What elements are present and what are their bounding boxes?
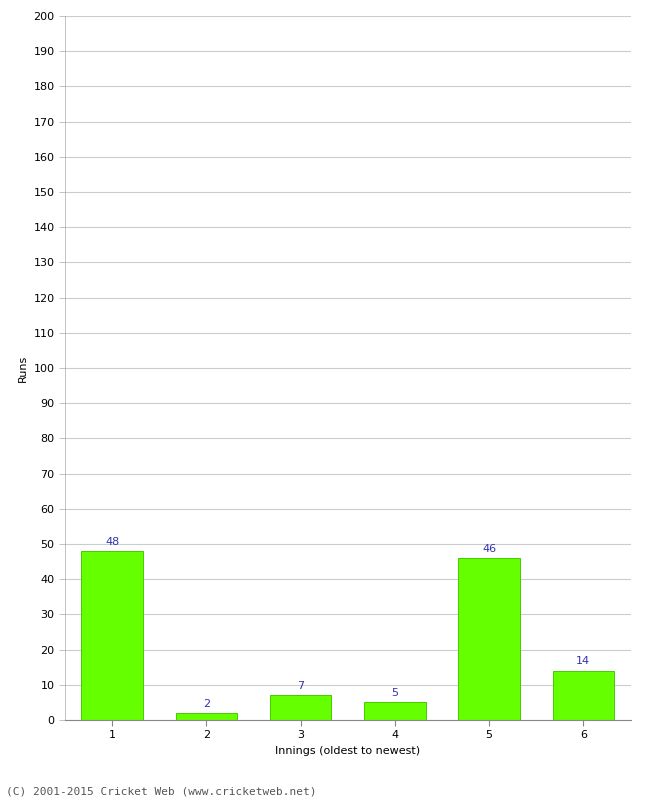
X-axis label: Innings (oldest to newest): Innings (oldest to newest) [275,746,421,756]
Bar [552,670,614,720]
Text: 2: 2 [203,698,210,709]
Text: 46: 46 [482,544,496,554]
Bar [458,558,520,720]
Bar [176,713,237,720]
Bar [270,695,332,720]
Bar [364,702,426,720]
Text: 7: 7 [297,681,304,691]
Text: 14: 14 [577,657,590,666]
Text: 5: 5 [391,688,398,698]
Text: 48: 48 [105,537,119,547]
Text: (C) 2001-2015 Cricket Web (www.cricketweb.net): (C) 2001-2015 Cricket Web (www.cricketwe… [6,786,317,796]
Bar [81,551,143,720]
Y-axis label: Runs: Runs [18,354,28,382]
